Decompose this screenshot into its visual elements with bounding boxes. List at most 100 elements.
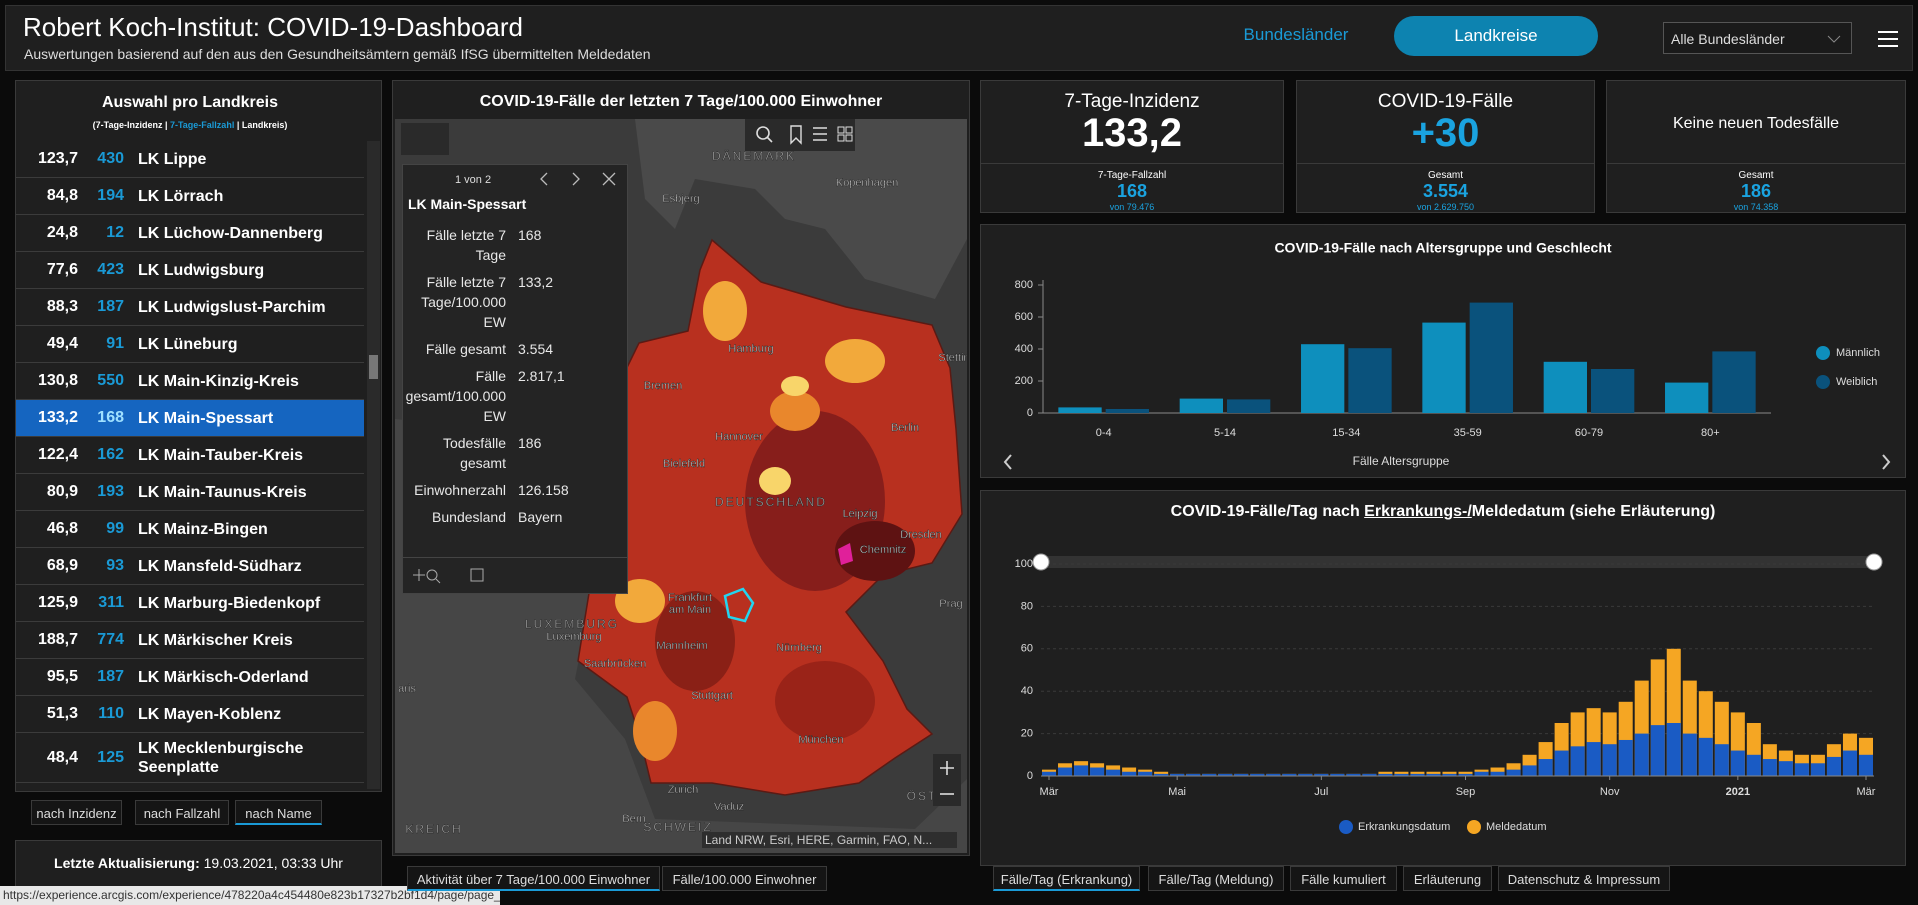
kpi-sub-label: Gesamt [1738,170,1774,181]
slider-handle[interactable] [1865,553,1883,571]
y-tick-label: 100 [1015,558,1033,570]
scroll-left[interactable] [1003,454,1012,470]
bar [1458,773,1473,776]
bar [1762,759,1777,776]
bar [1490,771,1505,776]
list-row[interactable]: 48,4 125 LK Mecklenburgische Seenplatte [16,733,364,783]
tab-bundeslaender[interactable]: Bundesländer [1243,25,1349,44]
popup-actions[interactable] [409,565,509,587]
popup-controls[interactable] [533,169,623,189]
popup: 1 von 2 LK Main-Spessart Fälle letzte 7 … [402,164,628,594]
bar [1394,773,1409,776]
map-title: COVID-19-Fälle der letzten 7 Tage/100.00… [479,93,883,110]
district-name: LK Lüchow-Dannenberg [138,224,323,242]
bar [1138,771,1153,776]
case-count: 93 [106,557,124,574]
title-part: COVID-19-Fälle/Tag nach [1170,503,1365,520]
y-tick-label: 800 [1015,279,1033,291]
map-tab[interactable]: Aktivität über 7 Tage/100.000 Einwohner [407,866,660,891]
list-row[interactable]: 125,9 311 LK Marburg-Biedenkopf [16,585,364,622]
menu-icon[interactable] [1878,30,1898,48]
y-tick-label: 400 [1015,343,1033,355]
district-name: LK Main-Taunus-Kreis [138,483,307,501]
list-row[interactable]: 51,3 110 LK Mayen-Koblenz [16,696,364,733]
district-name: LK Mayen-Koblenz [138,705,282,723]
list-icon[interactable] [813,127,827,141]
legend-label: Meldedatum [1486,821,1547,833]
kpi-divider [1297,163,1594,164]
dropdown[interactable]: Alle Bundesländer [1663,22,1852,54]
zoom-in[interactable] [940,761,954,775]
bar [1506,769,1521,776]
popup-field: Fälle letzte 7 Tage/100.000 EW 133,2 [403,272,629,332]
bar [1282,773,1297,776]
list-row[interactable]: 88,3 187 LK Ludwigslust-Parchim [16,289,364,326]
case-count: 168 [97,409,124,426]
incidence: 130,8 [37,372,78,389]
range-slider[interactable] [1041,556,1874,568]
kpi-sub-of: von 2.629.750 [1416,202,1475,212]
bottom-tab[interactable]: Datenschutz & Impressum [1498,866,1670,891]
bottom-tab[interactable]: Fälle/Tag (Erkrankung) [993,866,1140,891]
region-light [770,391,820,431]
grid-icon[interactable] [837,126,853,142]
map-toolbar [745,119,855,151]
district-name: LK Ludwigslust-Parchim [138,298,326,316]
list-row[interactable]: 95,5 187 LK Märkisch-Oderland [16,659,364,696]
kpi-title: Keine neuen Todesfälle [1672,115,1840,132]
bar [1410,773,1425,776]
list-row[interactable]: 130,8 550 LK Main-Kinzig-Kreis [16,363,364,400]
map-tab[interactable]: Fälle/100.000 Einwohner [662,866,827,891]
district-name: LK Mainz-Bingen [138,520,268,538]
slider-handle[interactable] [1032,553,1050,571]
list-row[interactable]: 24,8 12 LK Lüchow-Dannenberg [16,215,364,252]
tab-landkreise[interactable]: Landkreise [1394,16,1598,56]
x-tick-label: Mär [1857,786,1876,798]
bar [1362,773,1377,776]
list-row[interactable]: 68,9 93 LK Mansfeld-Südharz [16,548,364,585]
place-label: Esbjerg [662,193,699,205]
bar [1202,773,1217,776]
district-name: LK Märkischer Kreis [138,631,293,649]
region-light [633,701,677,761]
field-value: Bayern [518,509,563,525]
bottom-tab[interactable]: Fälle/Tag (Meldung) [1148,866,1284,891]
list-row[interactable]: 122,4 162 LK Main-Tauber-Kreis [16,437,364,474]
bottom-tab[interactable]: Erläuterung [1403,866,1492,891]
list-row[interactable]: 133,2 168 LK Main-Spessart [16,400,364,437]
legend-label: Männlich [1836,347,1880,359]
y-tick-label: 60 [1021,643,1033,655]
y-tick-label: 600 [1015,311,1033,323]
scroll-right[interactable] [1882,454,1891,470]
list-row[interactable]: 84,8 194 LK Lörrach [16,178,364,215]
district-name: LK Märkisch-Oderland [138,668,309,686]
bar [1538,759,1553,776]
place-label: Mannheim [656,640,707,652]
popup-toolbar [401,123,449,155]
list-row[interactable]: 188,7 774 LK Märkischer Kreis [16,622,364,659]
case-count: 12 [106,224,124,241]
bookmark-icon[interactable] [790,125,802,145]
list-row[interactable]: 49,4 91 LK Lüneburg [16,326,364,363]
bottom-tab[interactable]: Fälle kumuliert [1290,866,1397,891]
x-tick-label: Mai [1168,786,1186,798]
bar [1810,763,1825,776]
popup-field: Fälle gesamt/100.000 EW 2.817,1 [403,366,629,426]
list-row[interactable]: 77,6 423 LK Ludwigsburg [16,252,364,289]
list-row[interactable]: 123,7 430 LK Lippe [16,141,364,178]
title-part: Meldedatum (siehe Erläuterung) [1471,503,1716,520]
dropdown-label: Alle Bundesländer [1671,31,1785,47]
list-row[interactable]: 46,8 99 LK Mainz-Bingen [16,511,364,548]
sort-button[interactable]: nach Fallzahl [135,800,229,825]
y-tick-label: 200 [1015,375,1033,387]
sort-button[interactable]: nach Inzidenz [31,800,122,825]
case-count: 774 [97,631,124,648]
case-count: 550 [97,372,124,389]
list-row[interactable]: 80,9 193 LK Main-Taunus-Kreis [16,474,364,511]
sort-button[interactable]: nach Name [235,800,322,825]
scroll-thumb[interactable] [369,355,378,379]
kpi-title: 7-Tage-Inzidenz [1064,91,1200,112]
bar [1746,754,1761,776]
search-icon[interactable] [756,126,770,140]
bar [1426,773,1441,776]
